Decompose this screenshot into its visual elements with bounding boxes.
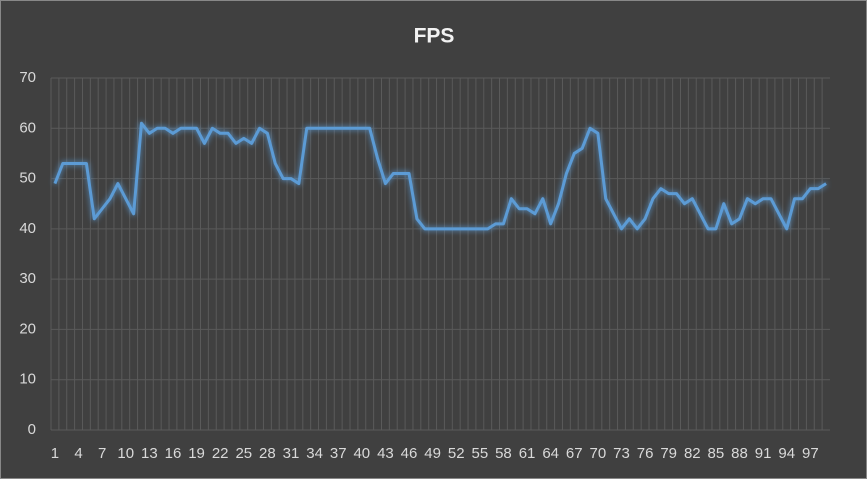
x-tick-label: 88 [731, 445, 748, 462]
x-tick-label: 73 [613, 445, 630, 462]
x-tick-label: 40 [353, 445, 370, 462]
y-tick-label: 10 [19, 371, 36, 388]
x-tick-label: 52 [448, 445, 465, 462]
x-tick-label: 25 [235, 445, 252, 462]
y-tick-label: 70 [19, 69, 36, 86]
x-tick-label: 13 [141, 445, 158, 462]
x-tick-label: 43 [377, 445, 394, 462]
x-tick-label: 4 [74, 445, 82, 462]
x-tick-label: 97 [802, 445, 819, 462]
x-tick-label: 31 [283, 445, 300, 462]
x-tick-label: 94 [778, 445, 795, 462]
x-tick-label: 61 [519, 445, 536, 462]
x-tick-label: 37 [330, 445, 347, 462]
x-tick-label: 85 [708, 445, 725, 462]
line-series [53, 121, 827, 231]
x-tick-label: 34 [306, 445, 323, 462]
x-tick-label: 91 [755, 445, 772, 462]
x-tick-label: 7 [98, 445, 106, 462]
x-tick-label: 58 [495, 445, 512, 462]
x-tick-label: 76 [637, 445, 654, 462]
y-tick-label: 0 [28, 421, 36, 438]
y-tick-label: 20 [19, 320, 36, 337]
x-tick-label: 67 [566, 445, 583, 462]
x-tick-label: 64 [542, 445, 559, 462]
chart-title: FPS [414, 25, 455, 48]
x-tick-label: 46 [401, 445, 418, 462]
y-tick-label: 40 [19, 220, 36, 237]
y-tick-label: 60 [19, 119, 36, 136]
x-tick-label: 55 [471, 445, 488, 462]
x-tick-label: 10 [117, 445, 134, 462]
x-tick-label: 19 [188, 445, 205, 462]
x-tick-label: 1 [51, 445, 59, 462]
x-tick-label: 82 [684, 445, 701, 462]
x-tick-label: 70 [590, 445, 607, 462]
x-tick-label: 28 [259, 445, 276, 462]
x-tick-label: 22 [212, 445, 229, 462]
x-tick-label: 79 [660, 445, 677, 462]
x-tick-label: 49 [424, 445, 441, 462]
x-tick-label: 16 [165, 445, 182, 462]
y-tick-label: 30 [19, 270, 36, 287]
y-tick-label: 50 [19, 170, 36, 187]
